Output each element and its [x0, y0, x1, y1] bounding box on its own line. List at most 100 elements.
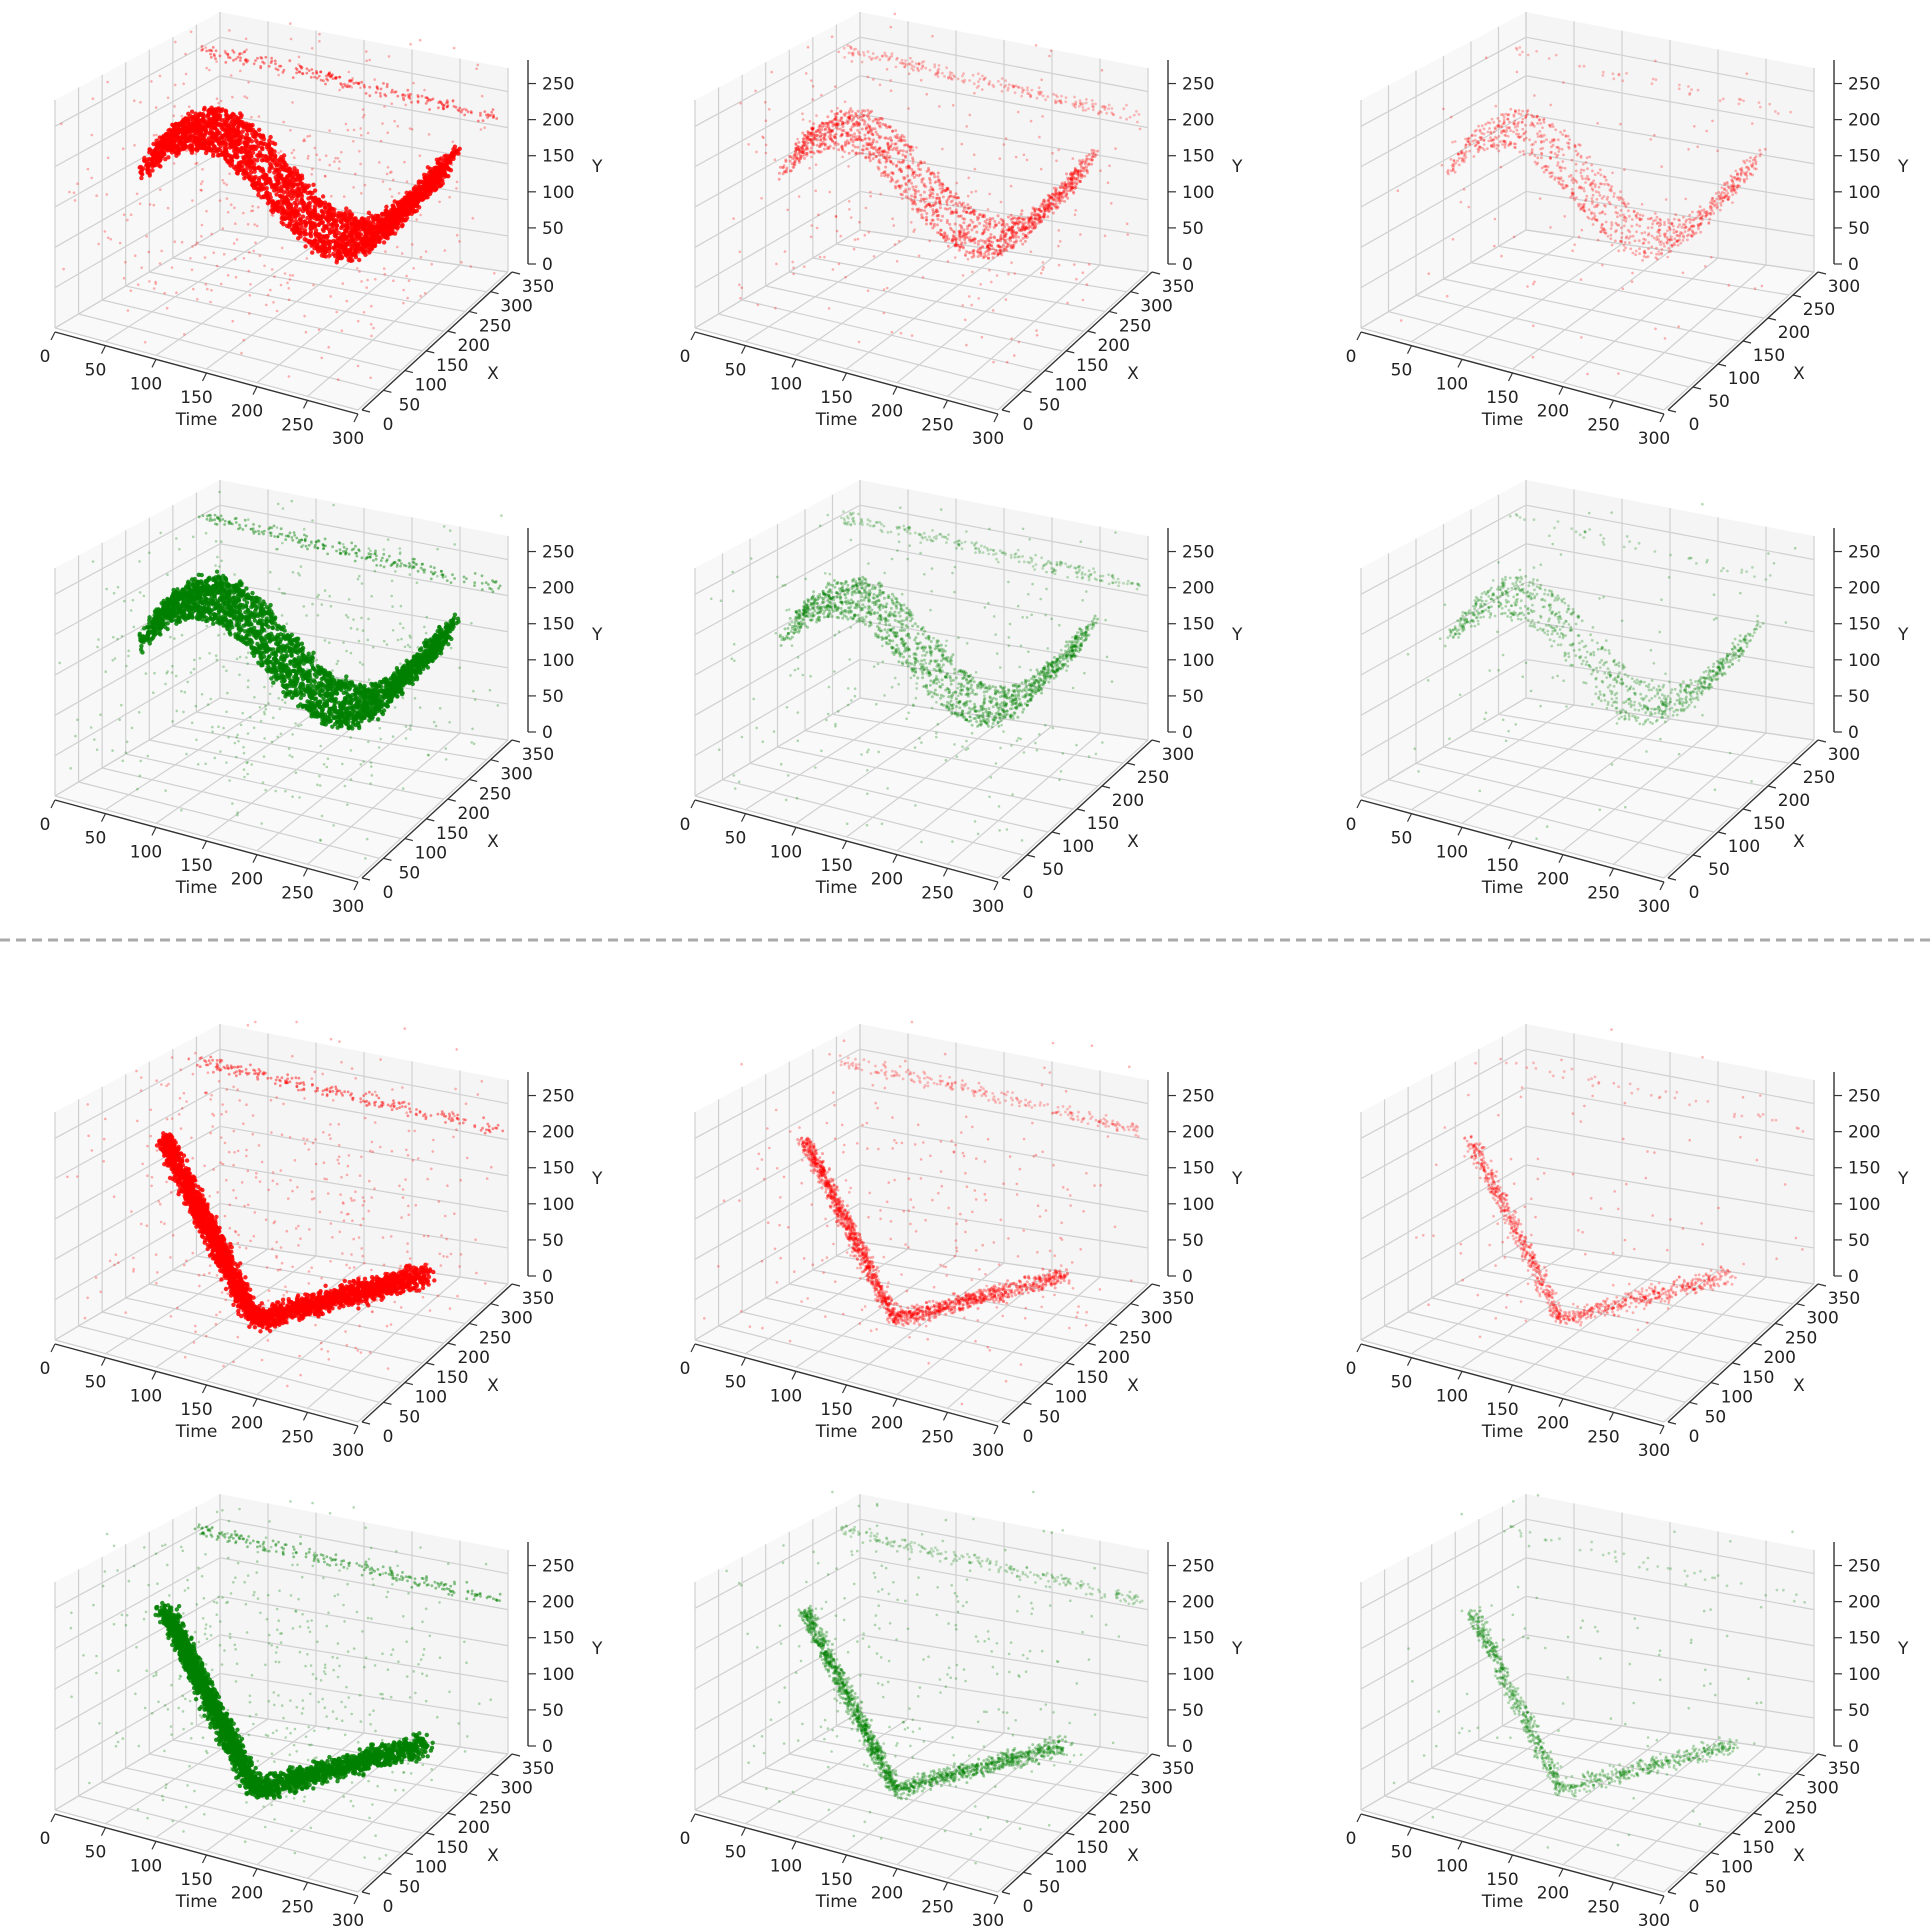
data-point [844, 143, 847, 146]
data-point [274, 60, 277, 63]
data-point [1040, 79, 1043, 82]
data-point [247, 81, 250, 84]
data-point [861, 128, 864, 131]
data-point [810, 139, 813, 142]
time-tick [203, 373, 207, 381]
data-point [962, 217, 965, 220]
data-point [970, 304, 973, 307]
data-point [95, 194, 98, 197]
data-point [857, 110, 860, 113]
data-point [1024, 240, 1027, 243]
data-point [910, 182, 913, 185]
data-point [254, 180, 257, 183]
data-point [458, 240, 461, 243]
data-point [375, 228, 379, 232]
time-tick [893, 387, 897, 395]
data-point [810, 147, 813, 150]
data-point [868, 138, 871, 141]
data-point [228, 145, 232, 149]
data-point [927, 169, 930, 172]
data-point [339, 82, 342, 85]
data-point [212, 143, 215, 146]
data-point [792, 267, 795, 270]
data-point [390, 215, 394, 219]
data-point [231, 96, 234, 99]
data-point [925, 93, 928, 96]
data-point [907, 179, 910, 182]
data-point [455, 187, 458, 190]
data-point [277, 160, 280, 163]
data-point [176, 127, 180, 131]
data-point [884, 151, 887, 154]
data-point [402, 302, 405, 305]
data-point [847, 142, 850, 145]
x-tick-label: 150 [436, 356, 468, 376]
data-point [853, 138, 856, 141]
data-point [198, 127, 202, 131]
data-point [810, 134, 813, 137]
data-point [206, 122, 210, 126]
data-point [823, 148, 826, 151]
data-point [296, 236, 300, 240]
data-point [1047, 200, 1050, 203]
data-point [904, 176, 907, 179]
data-point [447, 167, 451, 171]
data-point [252, 165, 256, 169]
data-point [216, 97, 219, 100]
data-point [905, 183, 908, 186]
data-point [341, 240, 345, 244]
data-point [182, 129, 186, 133]
data-point [806, 130, 809, 133]
data-point [421, 95, 424, 98]
data-point [917, 164, 920, 167]
data-point [858, 152, 861, 155]
data-point [202, 106, 206, 110]
data-point [308, 185, 311, 188]
time-tick-label: 0 [40, 347, 51, 367]
data-point [891, 171, 894, 174]
data-point [448, 159, 452, 163]
data-point [479, 112, 482, 115]
data-point [981, 215, 984, 218]
data-point [236, 171, 240, 175]
data-point [341, 329, 344, 332]
data-point [784, 250, 787, 253]
data-point [239, 52, 242, 55]
data-point [1092, 155, 1095, 158]
data-point [166, 307, 169, 310]
data-point [829, 137, 832, 140]
data-point [257, 206, 260, 209]
data-point [1008, 229, 1011, 232]
time-tick [152, 359, 156, 367]
data-point [314, 147, 317, 150]
data-point [928, 197, 931, 200]
data-point [301, 66, 304, 69]
data-point [412, 82, 415, 85]
data-point [884, 166, 887, 169]
data-point [200, 183, 203, 186]
data-point [841, 125, 844, 128]
data-point [347, 234, 351, 238]
data-point [126, 219, 129, 222]
data-point [841, 133, 844, 136]
data-point [235, 276, 238, 279]
data-point [1104, 235, 1107, 238]
data-point [295, 198, 299, 202]
data-point [265, 190, 269, 194]
data-point [987, 228, 990, 231]
data-point [946, 219, 949, 222]
data-point [325, 77, 328, 80]
data-point [822, 141, 825, 144]
data-point [978, 222, 981, 225]
data-point [1055, 195, 1058, 198]
y-tick-label: 0 [542, 255, 553, 275]
data-point [161, 142, 165, 146]
x-tick-label: 50 [1039, 395, 1061, 415]
data-point [417, 101, 420, 104]
data-point [940, 219, 943, 222]
data-point [1055, 187, 1058, 190]
data-point [289, 22, 292, 25]
data-point [280, 220, 284, 224]
data-point [964, 241, 967, 244]
data-point [309, 135, 312, 138]
